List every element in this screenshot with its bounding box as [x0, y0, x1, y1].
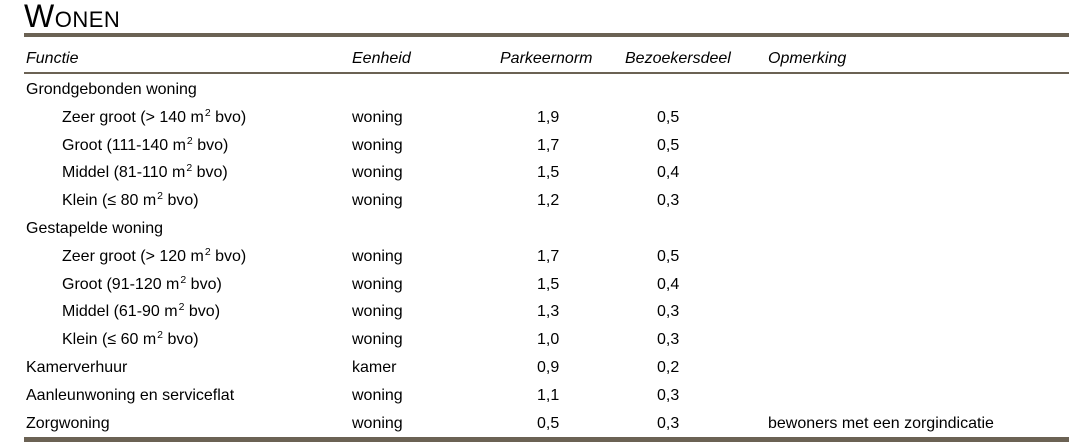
cell-functie: Zorgwoning: [26, 414, 110, 432]
superscript-2: 2: [157, 190, 163, 203]
cell-parkeernorm: 0,5: [537, 414, 560, 432]
cell-eenheid: woning: [352, 414, 403, 432]
cell-bezoekersdeel: 0,5: [657, 247, 680, 265]
cell-parkeernorm: 1,3: [537, 303, 560, 321]
table-row: Middel (61-90 m2 bvo) woning 1,3 0,3: [24, 298, 1069, 326]
cell-functie: Aanleunwoning en serviceflat: [26, 386, 235, 404]
cell-parkeernorm: 1,7: [537, 247, 560, 265]
cell-functie: Klein (≤ 80 m2 bvo): [62, 190, 199, 210]
cell-eenheid: woning: [352, 303, 403, 321]
divider-bottom: [24, 437, 1069, 442]
cell-bezoekersdeel: 0,3: [657, 331, 680, 349]
cell-bezoekersdeel: 0,2: [657, 358, 680, 376]
cell-functie: Grondgebonden woning: [26, 81, 197, 98]
column-header-opmerking: Opmerking: [768, 50, 847, 67]
table-row: Klein (≤ 80 m2 bvo) woning 1,2 0,3: [24, 187, 1069, 215]
column-header-functie: Functie: [26, 50, 79, 67]
cell-eenheid: woning: [352, 192, 403, 210]
superscript-2: 2: [204, 106, 211, 119]
cell-bezoekersdeel: 0,3: [657, 303, 680, 321]
page-title: Wonen: [24, 0, 121, 34]
cell-parkeernorm: 1,9: [537, 108, 560, 126]
table-row: Middel (81-110 m2 bvo) woning 1,5 0,4: [24, 159, 1069, 187]
cell-functie: Klein (≤ 60 m2 bvo): [62, 329, 199, 349]
cell-functie: Middel (61-90 m2 bvo): [62, 301, 221, 321]
cell-functie: Zeer groot (> 140 m2 bvo): [62, 106, 247, 126]
cell-opmerking: bewoners met een zorgindicatie: [768, 414, 994, 432]
cell-bezoekersdeel: 0,4: [657, 164, 680, 182]
table-row: Kamerverhuur kamer 0,9 0,2: [24, 354, 1069, 382]
column-header-bezoekersdeel: Bezoekersdeel: [625, 50, 731, 67]
cell-bezoekersdeel: 0,5: [657, 108, 680, 126]
divider-top: [24, 33, 1069, 37]
table-header-row: Functie Eenheid Parkeernorm Bezoekersdee…: [24, 37, 1069, 72]
cell-bezoekersdeel: 0,3: [657, 386, 680, 404]
cell-functie: Groot (91-120 m2 bvo): [62, 273, 222, 293]
cell-bezoekersdeel: 0,5: [657, 136, 680, 154]
table-row: Zorgwoning woning 0,5 0,3 bewoners met een z…: [24, 410, 1069, 438]
table-row: Gestapelde woning: [24, 215, 1069, 243]
divider-header: [24, 72, 1069, 74]
table-row: Zeer groot (> 140 m2 bvo) woning 1,9 0,5: [24, 104, 1069, 132]
cell-bezoekersdeel: 0,4: [657, 275, 680, 293]
superscript-2: 2: [204, 245, 211, 258]
cell-functie: Zeer groot (> 120 m2 bvo): [62, 245, 247, 265]
cell-parkeernorm: 1,7: [537, 136, 560, 154]
table-row: Groot (111-140 m2 bvo) woning 1,7 0,5: [24, 132, 1069, 160]
table-body: Grondgebonden woning Zeer groot (> 140 m2…: [24, 74, 1069, 437]
table-row: Zeer groot (> 120 m2 bvo) woning 1,7 0,5: [24, 243, 1069, 271]
cell-parkeernorm: 1,0: [537, 331, 560, 349]
cell-eenheid: woning: [352, 164, 403, 182]
cell-functie: Gestapelde woning: [26, 219, 163, 237]
superscript-2: 2: [186, 134, 193, 147]
superscript-2: 2: [186, 162, 193, 175]
cell-functie: Groot (111-140 m2 bvo): [62, 134, 229, 154]
cell-functie: Middel (81-110 m2 bvo): [62, 162, 228, 182]
cell-eenheid: woning: [352, 247, 403, 265]
cell-functie: Kamerverhuur: [26, 358, 128, 376]
cell-parkeernorm: 1,5: [537, 164, 560, 182]
cell-eenheid: woning: [352, 136, 403, 154]
superscript-2: 2: [180, 273, 187, 286]
column-header-parkeernorm: Parkeernorm: [500, 50, 593, 67]
table-row: Groot (91-120 m2 bvo) woning 1,5 0,4: [24, 271, 1069, 299]
cell-eenheid: kamer: [352, 358, 397, 376]
parking-norms-table: Functie Eenheid Parkeernorm Bezoekersdee…: [24, 33, 1069, 442]
cell-eenheid: woning: [352, 331, 403, 349]
cell-bezoekersdeel: 0,3: [657, 414, 680, 432]
column-header-eenheid: Eenheid: [352, 50, 411, 67]
table-row: Grondgebonden woning: [24, 76, 1069, 104]
table-row: Aanleunwoning en serviceflat woning 1,1 0,3: [24, 382, 1069, 410]
cell-bezoekersdeel: 0,3: [657, 192, 680, 210]
cell-eenheid: woning: [352, 275, 403, 293]
cell-parkeernorm: 0,9: [537, 358, 560, 376]
cell-parkeernorm: 1,2: [537, 192, 560, 210]
cell-eenheid: woning: [352, 108, 403, 126]
cell-parkeernorm: 1,1: [537, 386, 560, 404]
table-row: Klein (≤ 60 m2 bvo) woning 1,0 0,3: [24, 326, 1069, 354]
superscript-2: 2: [178, 301, 185, 314]
cell-eenheid: woning: [352, 386, 403, 404]
superscript-2: 2: [157, 329, 163, 342]
cell-parkeernorm: 1,5: [537, 275, 560, 293]
